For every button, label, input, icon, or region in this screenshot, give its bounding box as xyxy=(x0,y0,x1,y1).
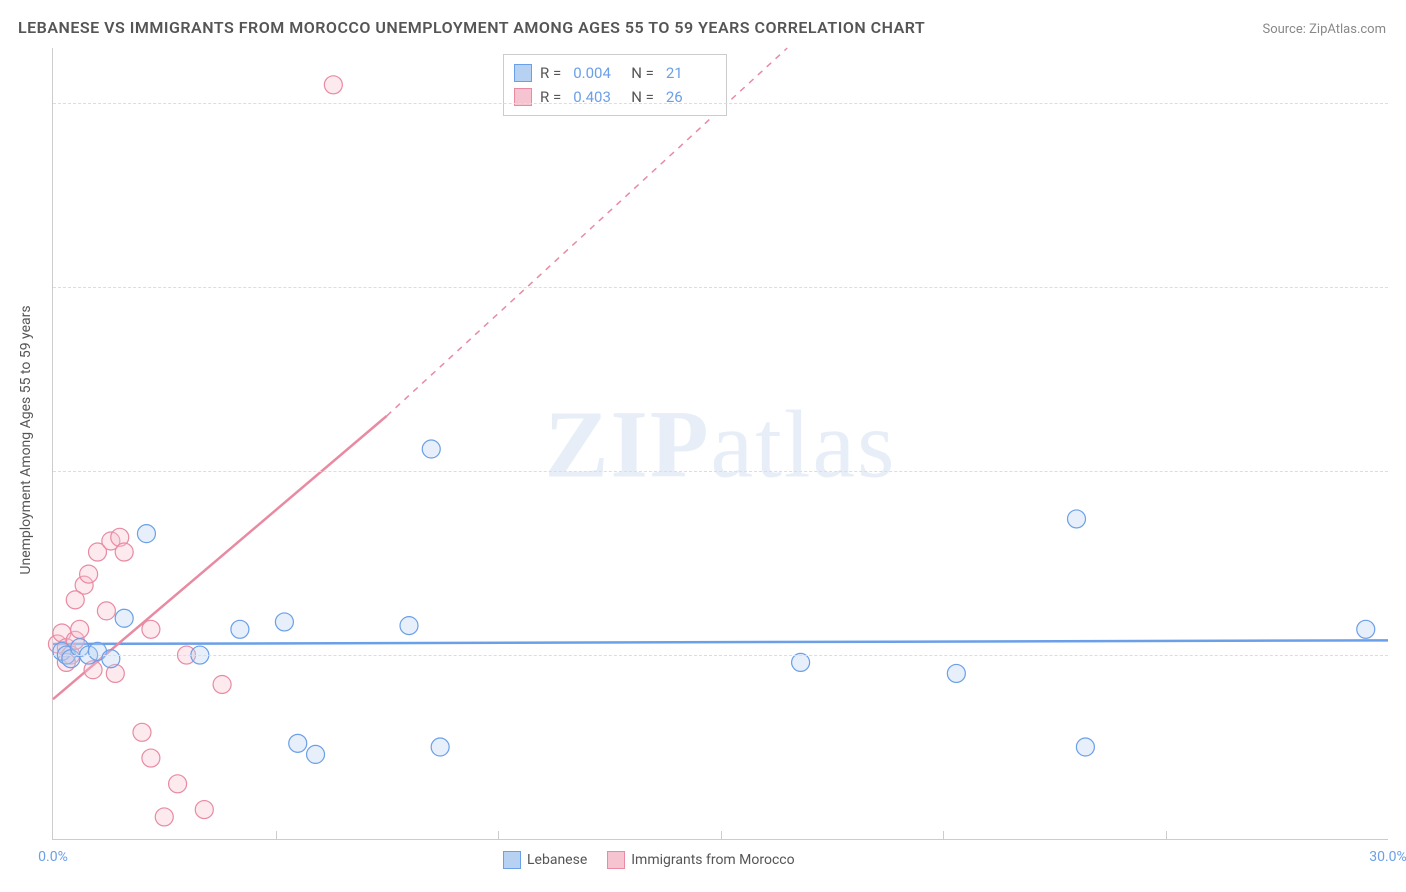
legend-r-label-2: R = xyxy=(540,85,561,109)
gridline-h xyxy=(53,471,1388,472)
legend-series: Lebanese Immigrants from Morocco xyxy=(503,851,795,869)
legend-correlation: R = 0.004 N = 21 R = 0.403 N = 26 xyxy=(503,54,727,116)
legend-r-value-morocco: 0.403 xyxy=(573,85,623,109)
x-tick-label: 30.0% xyxy=(1369,849,1406,865)
y-tick-label: 10.0% xyxy=(1393,463,1406,479)
legend-n-value-morocco: 26 xyxy=(666,85,716,109)
x-tick-mark xyxy=(498,831,499,839)
swatch-lebanese-b xyxy=(503,851,521,869)
x-tick-mark xyxy=(1166,831,1167,839)
x-tick-mark xyxy=(276,831,277,839)
y-tick-label: 20.0% xyxy=(1393,95,1406,111)
x-tick-label: 0.0% xyxy=(38,849,68,865)
x-tick-mark xyxy=(721,831,722,839)
scatter-plot-svg xyxy=(53,48,1388,839)
legend-r-label: R = xyxy=(540,61,561,85)
y-tick-label: 15.0% xyxy=(1393,279,1406,295)
gridline-h xyxy=(53,103,1388,104)
legend-label-lebanese: Lebanese xyxy=(527,852,587,868)
legend-n-value-lebanese: 21 xyxy=(666,61,716,85)
legend-r-value-lebanese: 0.004 xyxy=(573,61,623,85)
x-tick-mark xyxy=(943,831,944,839)
legend-row-lebanese: R = 0.004 N = 21 xyxy=(514,61,716,85)
legend-label-morocco: Immigrants from Morocco xyxy=(631,852,794,868)
legend-n-label-2: N = xyxy=(631,85,654,109)
y-tick-label: 5.0% xyxy=(1393,647,1406,663)
source-label: Source: ZipAtlas.com xyxy=(1262,22,1386,37)
y-axis-label: Unemployment Among Ages 55 to 59 years xyxy=(18,305,34,574)
gridline-h xyxy=(53,287,1388,288)
plot-area: ZIPatlas R = 0.004 N = 21 R = 0.403 N = … xyxy=(52,48,1388,840)
swatch-lebanese xyxy=(514,64,532,82)
legend-row-morocco: R = 0.403 N = 26 xyxy=(514,85,716,109)
legend-item-morocco: Immigrants from Morocco xyxy=(607,851,794,869)
gridline-h xyxy=(53,655,1388,656)
legend-item-lebanese: Lebanese xyxy=(503,851,587,869)
chart-title: LEBANESE VS IMMIGRANTS FROM MOROCCO UNEM… xyxy=(18,18,925,37)
legend-n-label: N = xyxy=(631,61,654,85)
swatch-morocco-b xyxy=(607,851,625,869)
